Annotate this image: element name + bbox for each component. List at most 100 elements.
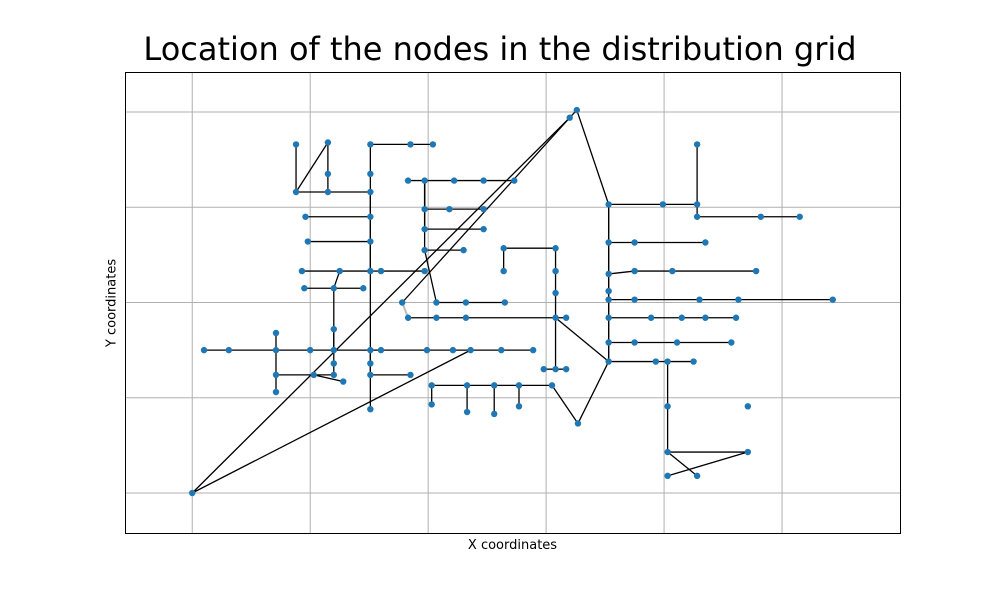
edge-line bbox=[577, 361, 610, 424]
node-point bbox=[404, 314, 412, 321]
node-point bbox=[367, 371, 374, 379]
node-point bbox=[673, 339, 681, 346]
node-point bbox=[573, 106, 580, 114]
node-point bbox=[702, 314, 709, 321]
node-point bbox=[446, 205, 453, 213]
node-point bbox=[480, 177, 487, 184]
node-point bbox=[664, 448, 671, 456]
node-point bbox=[336, 267, 343, 275]
node-point bbox=[462, 314, 470, 321]
node-point bbox=[428, 401, 435, 408]
node-point bbox=[421, 246, 428, 254]
node-point bbox=[652, 358, 660, 365]
node-point bbox=[540, 365, 547, 373]
node-point bbox=[330, 371, 337, 379]
node-point bbox=[367, 170, 374, 178]
node-point bbox=[330, 285, 337, 292]
node-point bbox=[462, 299, 470, 306]
node-point bbox=[367, 405, 374, 413]
node-point bbox=[292, 188, 300, 196]
node-point bbox=[693, 201, 701, 208]
node-point bbox=[463, 382, 471, 389]
node-point bbox=[433, 299, 440, 306]
node-point bbox=[664, 403, 671, 410]
plot-frame bbox=[125, 72, 901, 534]
node-point bbox=[302, 213, 309, 220]
node-point bbox=[399, 299, 406, 306]
node-point bbox=[605, 339, 612, 346]
node-point bbox=[562, 314, 570, 321]
node-point bbox=[189, 489, 196, 497]
node-point bbox=[515, 382, 523, 389]
node-point bbox=[647, 314, 655, 321]
node-point bbox=[631, 296, 638, 303]
node-point bbox=[605, 270, 612, 278]
node-point bbox=[480, 205, 487, 213]
node-point bbox=[360, 285, 367, 292]
node-point bbox=[324, 170, 332, 178]
node-point bbox=[407, 141, 414, 148]
node-point bbox=[304, 238, 312, 245]
node-point bbox=[421, 225, 428, 233]
node-point bbox=[515, 403, 523, 410]
node-point bbox=[491, 410, 498, 418]
edge-line bbox=[313, 374, 344, 383]
edge-line bbox=[555, 317, 610, 363]
edge-line bbox=[191, 349, 471, 494]
edge-line bbox=[667, 451, 698, 477]
node-point bbox=[728, 339, 735, 346]
node-point bbox=[272, 346, 280, 354]
grid-lines bbox=[125, 72, 900, 533]
node-point bbox=[450, 177, 458, 184]
node-point bbox=[324, 188, 332, 196]
node-point bbox=[693, 213, 701, 220]
node-point bbox=[367, 346, 374, 354]
node-point bbox=[330, 360, 337, 367]
edge-line bbox=[191, 117, 571, 494]
node-point bbox=[301, 285, 308, 292]
node-point bbox=[225, 346, 233, 354]
node-point bbox=[463, 408, 471, 416]
node-point bbox=[367, 141, 374, 148]
node-point bbox=[552, 267, 559, 275]
node-point bbox=[574, 420, 582, 427]
x-axis-label: X coordinates bbox=[467, 538, 558, 553]
edge-line bbox=[576, 109, 610, 205]
node-point bbox=[429, 141, 437, 148]
node-point bbox=[460, 246, 467, 254]
node-point bbox=[272, 371, 280, 379]
node-point bbox=[659, 201, 667, 208]
node-point bbox=[552, 365, 559, 373]
y-axis-label: Y coordinates bbox=[104, 258, 120, 348]
node-point bbox=[272, 388, 280, 396]
edge-line bbox=[667, 451, 749, 477]
node-point bbox=[631, 239, 638, 246]
node-point bbox=[498, 346, 505, 354]
node-point bbox=[428, 382, 435, 389]
edge-line bbox=[295, 142, 329, 193]
node-point bbox=[500, 245, 507, 252]
node-point bbox=[605, 358, 612, 365]
node-point bbox=[449, 346, 457, 354]
node-point bbox=[744, 403, 752, 410]
node-point bbox=[735, 296, 742, 303]
node-point bbox=[421, 267, 428, 275]
node-point bbox=[367, 188, 374, 196]
node-point bbox=[669, 267, 676, 275]
node-point bbox=[500, 267, 507, 275]
node-point bbox=[664, 472, 671, 480]
node-point bbox=[552, 245, 559, 252]
node-point bbox=[407, 371, 414, 379]
node-point bbox=[421, 177, 428, 184]
node-point bbox=[605, 239, 612, 246]
node-point bbox=[752, 267, 760, 275]
chart-title: Location of the nodes in the distributio… bbox=[143, 30, 857, 68]
node-point bbox=[631, 339, 638, 346]
node-point bbox=[664, 358, 671, 365]
node-point bbox=[529, 346, 537, 354]
node-point bbox=[566, 114, 573, 121]
node-point bbox=[306, 346, 314, 354]
node-point bbox=[340, 378, 347, 385]
grid-nodes bbox=[189, 106, 836, 497]
node-point bbox=[501, 299, 509, 306]
